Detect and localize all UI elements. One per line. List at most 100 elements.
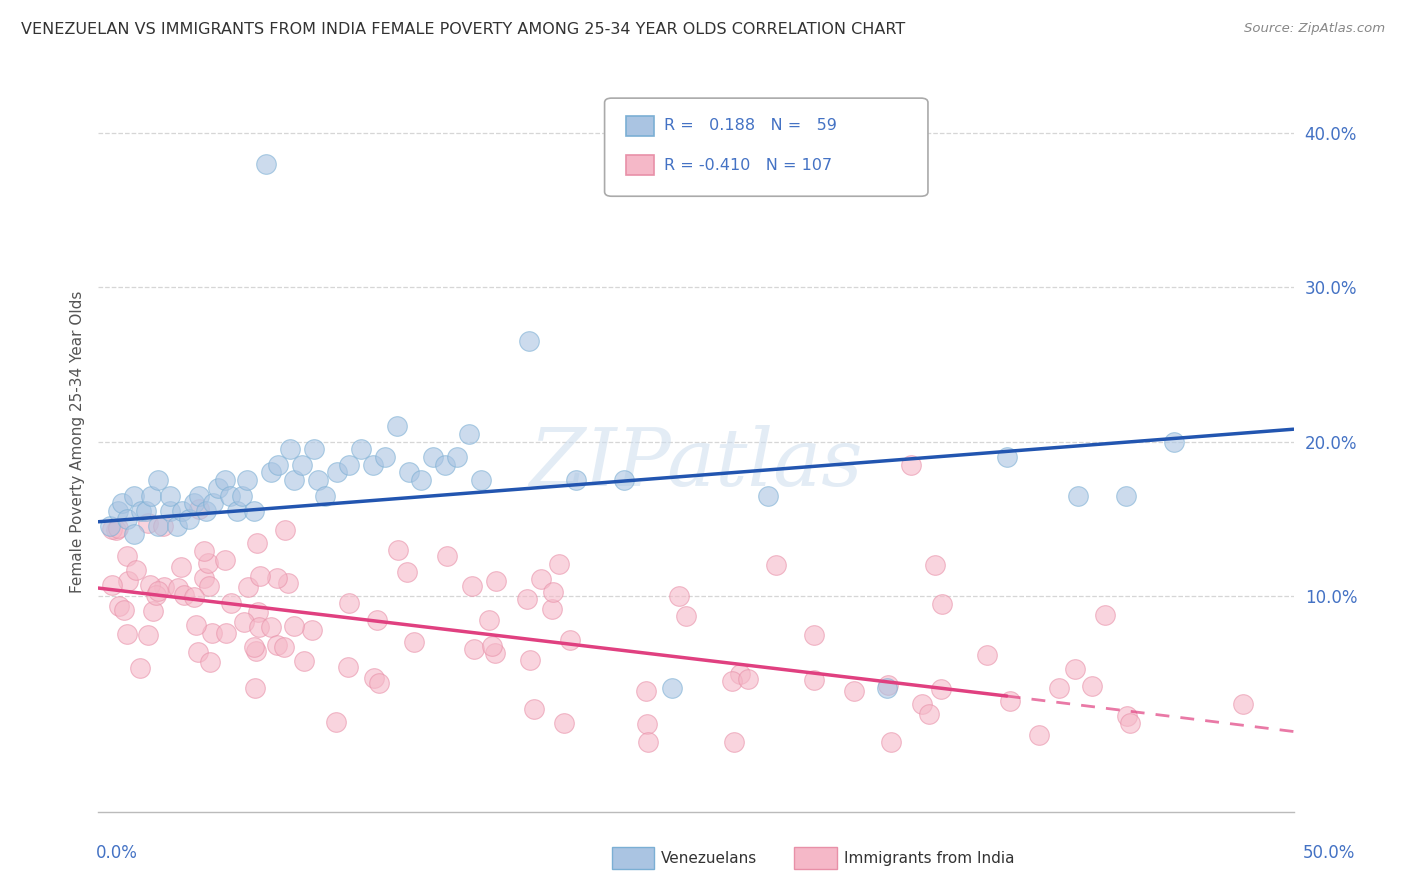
Point bbox=[235, 473, 257, 487]
Point bbox=[337, 596, 360, 610]
Point bbox=[292, 654, 315, 668]
Point bbox=[995, 450, 1018, 464]
Point bbox=[172, 504, 194, 518]
Point bbox=[283, 619, 305, 633]
Point bbox=[245, 644, 267, 658]
Point bbox=[458, 426, 481, 441]
Point bbox=[1028, 728, 1050, 742]
Point bbox=[207, 481, 229, 495]
Point bbox=[398, 466, 420, 480]
Text: R = -0.410   N = 107: R = -0.410 N = 107 bbox=[664, 158, 832, 172]
Point bbox=[111, 496, 134, 510]
Point bbox=[245, 681, 267, 695]
Point bbox=[756, 489, 779, 503]
Point bbox=[548, 557, 571, 571]
Point bbox=[266, 638, 288, 652]
Point bbox=[198, 655, 221, 669]
Point bbox=[112, 603, 135, 617]
Point bbox=[201, 626, 224, 640]
Point bbox=[558, 633, 581, 648]
Point bbox=[339, 458, 361, 472]
Point bbox=[728, 667, 751, 681]
Point bbox=[302, 442, 325, 457]
Point bbox=[138, 628, 160, 642]
Point bbox=[387, 543, 409, 558]
Point bbox=[529, 572, 551, 586]
Point bbox=[523, 701, 546, 715]
Point bbox=[478, 613, 501, 627]
Point bbox=[402, 635, 425, 649]
Point bbox=[924, 558, 946, 572]
Point bbox=[184, 617, 207, 632]
Point bbox=[243, 640, 266, 655]
Point bbox=[193, 544, 215, 558]
Point bbox=[1232, 697, 1254, 711]
Point bbox=[247, 620, 270, 634]
Point bbox=[374, 450, 396, 464]
Point bbox=[481, 639, 503, 653]
Point bbox=[721, 674, 744, 689]
Point bbox=[844, 684, 866, 698]
Point bbox=[139, 489, 162, 503]
Point bbox=[136, 516, 159, 530]
Point bbox=[765, 558, 787, 572]
Point bbox=[243, 504, 266, 518]
Text: Immigrants from India: Immigrants from India bbox=[844, 851, 1014, 865]
Point bbox=[723, 735, 745, 749]
Point bbox=[636, 716, 658, 731]
Point bbox=[911, 698, 934, 712]
Point bbox=[226, 504, 249, 518]
Point bbox=[1067, 489, 1090, 503]
Point bbox=[254, 157, 277, 171]
Point bbox=[326, 466, 349, 480]
Text: ZIPatlas: ZIPatlas bbox=[529, 425, 863, 502]
Point bbox=[301, 624, 323, 638]
Point bbox=[929, 682, 952, 697]
Point bbox=[434, 458, 457, 472]
Point bbox=[273, 640, 295, 654]
Point bbox=[668, 589, 690, 603]
Point bbox=[187, 489, 209, 503]
Text: VENEZUELAN VS IMMIGRANTS FROM INDIA FEMALE POVERTY AMONG 25-34 YEAR OLDS CORRELA: VENEZUELAN VS IMMIGRANTS FROM INDIA FEMA… bbox=[21, 22, 905, 37]
Point bbox=[422, 450, 444, 464]
Point bbox=[613, 473, 636, 487]
Point bbox=[900, 458, 922, 472]
Point bbox=[146, 584, 169, 599]
Point bbox=[107, 521, 129, 535]
Point bbox=[484, 646, 506, 660]
Point bbox=[219, 596, 242, 610]
Point bbox=[565, 473, 588, 487]
Point bbox=[219, 489, 242, 503]
Point bbox=[249, 569, 271, 583]
Point bbox=[231, 489, 253, 503]
Point bbox=[1063, 662, 1085, 676]
Point bbox=[266, 571, 288, 585]
Point bbox=[197, 556, 219, 570]
Point bbox=[315, 489, 337, 503]
Point bbox=[188, 501, 211, 516]
Point bbox=[470, 473, 492, 487]
Point bbox=[267, 458, 290, 472]
Point bbox=[517, 334, 540, 349]
Point bbox=[148, 473, 170, 487]
Point bbox=[278, 442, 301, 457]
Point bbox=[124, 527, 146, 541]
Point bbox=[98, 519, 122, 533]
Point bbox=[283, 473, 305, 487]
Point bbox=[193, 570, 215, 584]
Point bbox=[661, 681, 683, 696]
Point bbox=[1119, 716, 1142, 731]
Point bbox=[115, 511, 138, 525]
Point bbox=[170, 560, 193, 574]
Point bbox=[117, 574, 139, 589]
Point bbox=[202, 496, 225, 510]
Point bbox=[541, 585, 564, 599]
Point bbox=[461, 579, 484, 593]
Point bbox=[803, 628, 825, 642]
Point bbox=[183, 591, 205, 605]
Point bbox=[541, 602, 564, 616]
Point bbox=[976, 648, 998, 663]
Point bbox=[107, 599, 129, 614]
Point bbox=[411, 473, 433, 487]
Point bbox=[167, 581, 190, 595]
